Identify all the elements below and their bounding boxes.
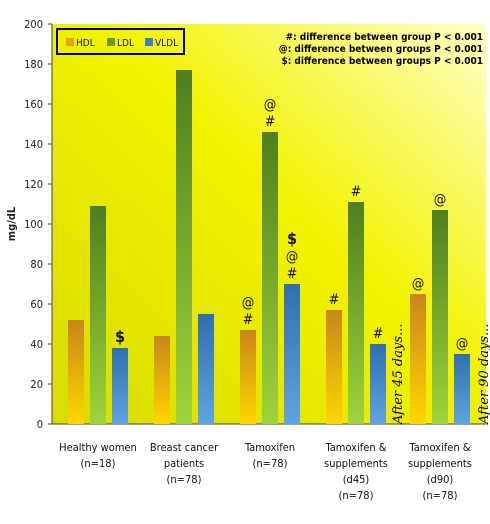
y-tick-label: 20 [30,378,43,391]
y-tick-label: 180 [24,58,43,71]
legend-label-vldl: VLDL [155,38,178,49]
category-labels: Healthy women (n=18) Breast cancer patients… [59,441,472,502]
annotation-mark: @ [434,192,447,208]
annotation-mark: # [373,326,384,342]
category-label: Tamoxifen [244,441,295,454]
bar-hdl-4 [410,294,426,424]
annotation-mark: $ [287,229,297,248]
y-tick-label: 160 [24,98,43,111]
category-label: Breast cancer [150,441,219,454]
y-tick-label: 100 [24,218,43,231]
annotation-mark: @ [242,295,255,311]
y-axis-label: mg/dL [5,206,18,241]
legend-label-hdl: HDL [76,38,95,49]
bar-ldl-1 [176,70,192,424]
annotation-mark: @ [412,276,425,292]
annotations: $@#@#$@####@@@ [115,97,468,352]
y-tick-label: 200 [24,18,43,31]
legend-swatch-hdl [66,38,74,46]
category-label: (d90) [427,473,454,486]
bar-vldl-1 [198,314,214,424]
category-label: Tamoxifen & [409,441,471,454]
note-hash: #: difference between group P < 0.001 [286,32,483,43]
category-label: (d45) [343,473,370,486]
bars [68,70,470,424]
category-label: (n=78) [253,457,288,470]
annotation-mark: @ [456,336,469,352]
y-tick-label: 0 [37,418,43,431]
annotation-mark: # [351,184,362,200]
y-tick-label: 40 [30,338,43,351]
bar-vldl-0 [112,348,128,424]
bar-vldl-3 [370,344,386,424]
side-label-d45: After 45 days... [391,324,406,425]
legend-swatch-ldl [107,38,115,46]
legend-swatch-vldl [145,38,153,46]
annotation-mark: # [329,292,340,308]
y-tick-label: 120 [24,178,43,191]
bar-hdl-0 [68,320,84,424]
note-at: @: difference between groups P < 0.001 [279,44,483,55]
category-label: patients [164,457,204,470]
legend: HDL LDL VLDL [56,28,185,55]
annotation-mark: # [265,114,276,130]
category-label: (n=78) [339,489,374,502]
significance-notes: #: difference between group P < 0.001 @:… [279,32,483,67]
annotation-mark: # [243,312,254,328]
category-label: (n=18) [81,457,116,470]
note-dollar: $: difference between groups P < 0.001 [281,56,483,67]
legend-box [56,28,185,55]
category-label: (n=78) [423,489,458,502]
category-label: Healthy women [59,441,137,454]
bar-vldl-4 [454,354,470,424]
bar-hdl-3 [326,310,342,424]
bar-vldl-2 [284,284,300,424]
category-label: supplements [408,457,472,470]
annotation-mark: # [287,266,298,282]
bar-ldl-4 [432,210,448,424]
y-tick-label: 140 [24,138,43,151]
category-label: Tamoxifen & [325,441,387,454]
bar-ldl-0 [90,206,106,424]
annotation-mark: @ [286,249,299,265]
category-label: supplements [324,457,388,470]
bar-hdl-1 [154,336,170,424]
bar-hdl-2 [240,330,256,424]
y-tick-label: 80 [30,258,43,271]
y-tick-label: 60 [30,298,43,311]
annotation-mark: @ [264,97,277,113]
category-label: (n=78) [167,473,202,486]
side-label-d90: After 90 days... [477,324,490,425]
legend-label-ldl: LDL [117,38,134,49]
bar-ldl-2 [262,132,278,424]
annotation-mark: $ [115,327,125,346]
bar-ldl-3 [348,202,364,424]
